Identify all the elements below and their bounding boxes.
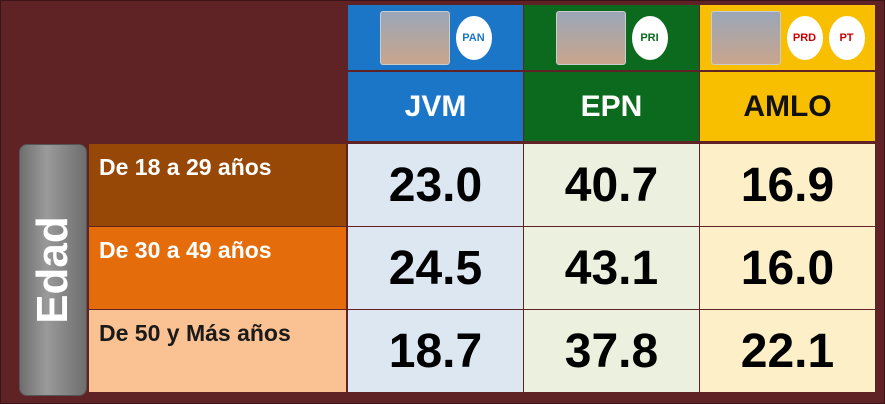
column-header: EPN <box>524 72 699 141</box>
side-label: Edad <box>28 216 77 324</box>
value-cell: 43.1 <box>524 227 699 309</box>
header-images: PRI <box>524 5 699 70</box>
party-logo: PT <box>828 15 865 60</box>
candidate-photo <box>710 10 781 65</box>
value-cell: 18.7 <box>348 310 523 392</box>
party-logo: PRI <box>631 15 668 60</box>
value-cell: 16.0 <box>700 227 875 309</box>
candidate-photo <box>555 10 626 65</box>
value-cell: 16.9 <box>700 144 875 226</box>
row-label: De 30 a 49 años <box>89 227 346 309</box>
value-cell: 22.1 <box>700 310 875 392</box>
party-logo: PAN <box>455 15 492 60</box>
value-cell: 40.7 <box>524 144 699 226</box>
party-logo: PRD <box>786 15 823 60</box>
column-header: JVM <box>348 72 523 141</box>
header-images: PRD PT <box>700 5 875 70</box>
value-cell: 24.5 <box>348 227 523 309</box>
header-images: PAN <box>348 5 523 70</box>
row-label: De 50 y Más años <box>89 310 346 392</box>
row-label: De 18 a 29 años <box>89 144 346 226</box>
value-cell: 37.8 <box>524 310 699 392</box>
column-header: AMLO <box>700 72 875 141</box>
side-box: Edad <box>19 144 87 396</box>
value-cell: 23.0 <box>348 144 523 226</box>
candidate-photo <box>379 10 450 65</box>
